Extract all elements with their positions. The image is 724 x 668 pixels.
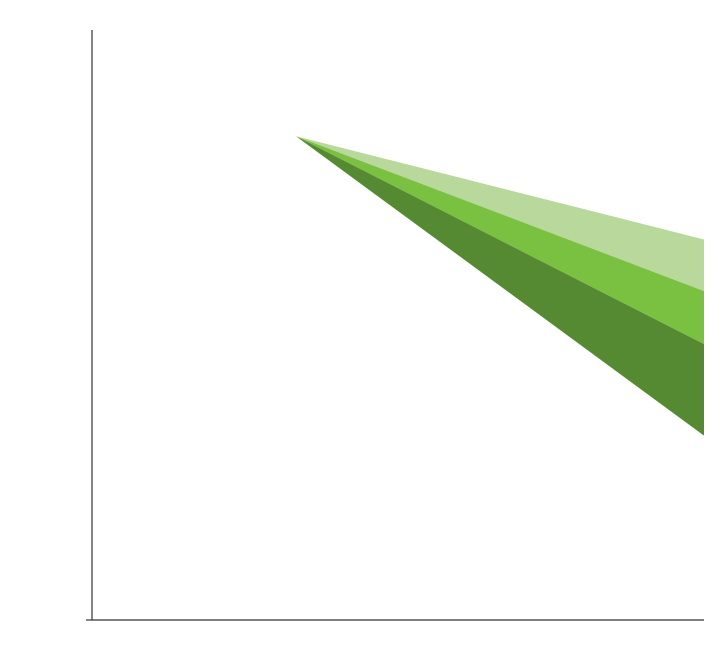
emissions-chart [0,0,724,668]
chart-svg [0,0,724,668]
